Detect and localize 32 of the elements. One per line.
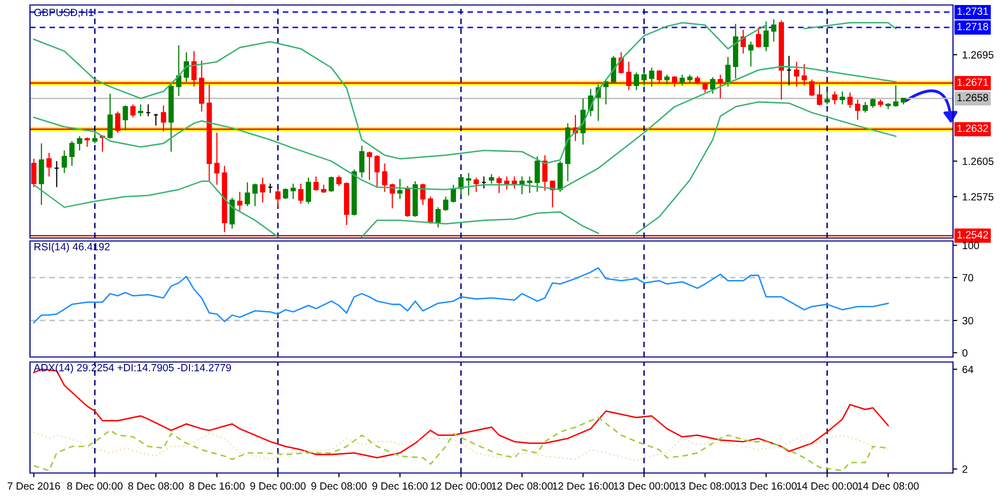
x-tick-label: 12 Dec 00:00: [430, 482, 492, 490]
x-tick-label: 13 Dec 00:00: [614, 482, 675, 490]
x-tick-label: 9 Dec 00:00: [250, 482, 306, 490]
x-tick-label: 9 Dec 08:00: [311, 482, 367, 490]
x-tick-label: 12 Dec 16:00: [552, 482, 614, 490]
chart-title: ADX(14) 29.2254 +DI:14.7905 -DI:14.2779: [34, 364, 231, 374]
ref-line-label: 1.2542: [957, 231, 988, 238]
x-tick-label: 13 Dec 08:00: [674, 482, 736, 490]
x-tick-label: 9 Dec 16:00: [372, 482, 428, 490]
ref-line-label: 1.2632: [957, 124, 988, 132]
x-tick-label: 14 Dec 00:00: [796, 482, 858, 490]
y-tick-label: 64: [962, 366, 974, 374]
y-tick-label: 100: [962, 242, 979, 250]
x-tick-label: 8 Dec 08:00: [128, 482, 184, 490]
chart-title: GBPUSD,H1: [34, 8, 94, 18]
ref-line-label: 1.2658: [957, 94, 988, 102]
y-tick-label: 70: [962, 274, 974, 282]
x-tick-label: 12 Dec 08:00: [492, 482, 553, 490]
ref-line-label: 1.2731: [957, 8, 988, 15]
y-tick-label: 2: [962, 465, 968, 473]
x-tick-label: 14 Dec 08:00: [858, 482, 919, 490]
ref-line-label: 1.2718: [957, 22, 988, 30]
x-tick-label: 8 Dec 16:00: [189, 482, 245, 490]
ref-line-label: 1.2671: [957, 78, 988, 86]
x-tick-label: 13 Dec 16:00: [736, 482, 797, 490]
x-tick-label: 8 Dec 00:00: [67, 482, 123, 490]
y-tick-label: 1.2695: [962, 51, 994, 59]
y-tick-label: 1.2605: [962, 158, 994, 165]
y-tick-label: 0: [962, 349, 968, 357]
x-tick-label: 7 Dec 2016: [8, 482, 60, 490]
y-tick-label: 1.2575: [962, 193, 994, 200]
y-tick-label: 30: [962, 316, 974, 324]
